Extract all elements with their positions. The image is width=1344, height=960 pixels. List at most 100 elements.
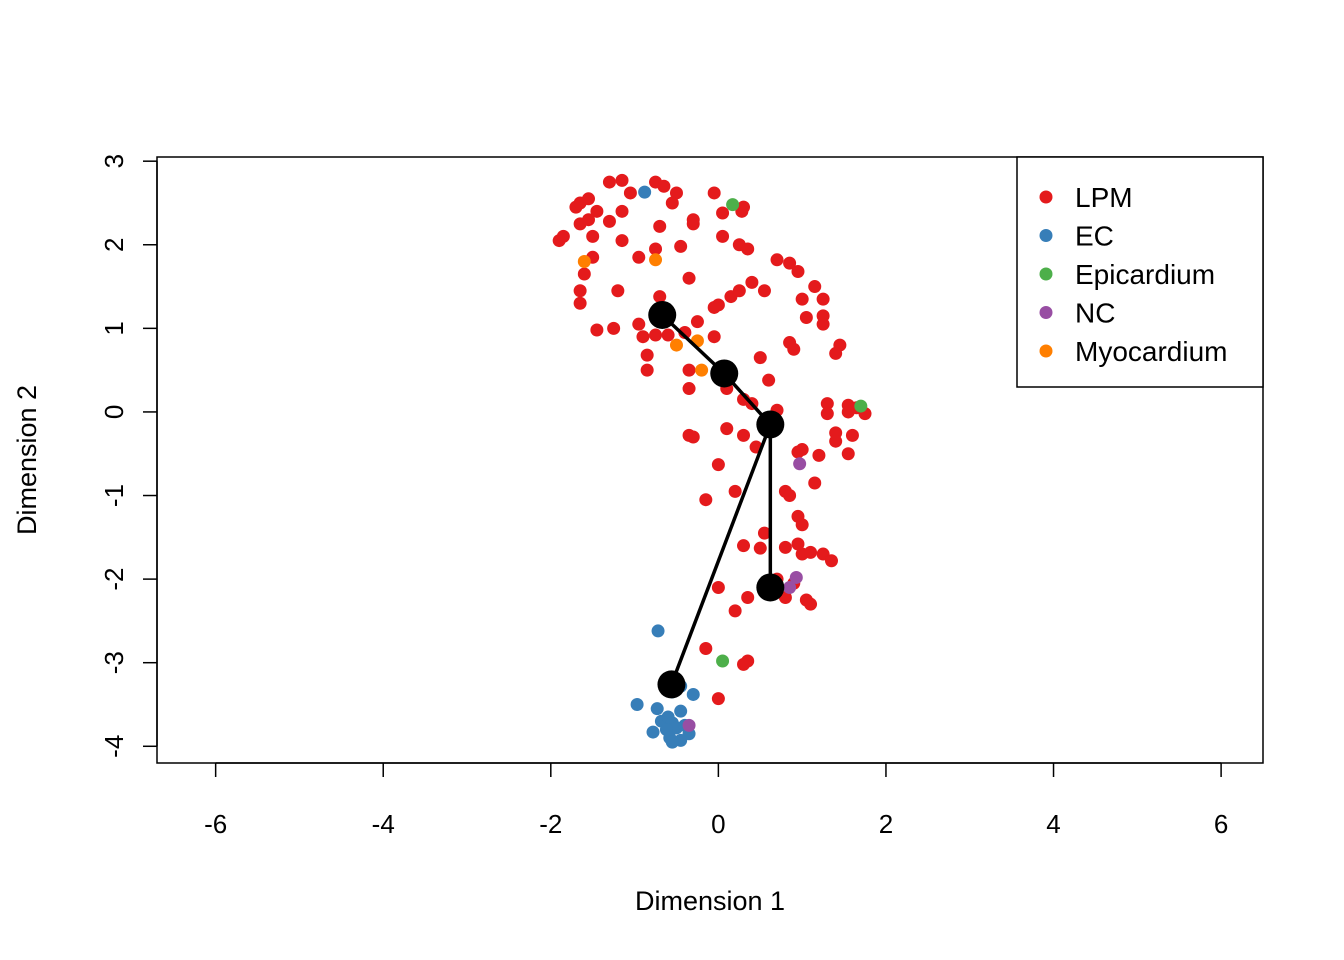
point-lpm xyxy=(623,186,637,200)
point-lpm xyxy=(808,280,822,294)
point-myocardium xyxy=(649,253,663,267)
point-lpm xyxy=(804,545,818,559)
point-lpm xyxy=(711,692,725,706)
point-lpm xyxy=(590,204,604,218)
legend-box xyxy=(1016,156,1264,388)
x-tick-label: 6 xyxy=(1214,809,1228,839)
point-ec xyxy=(646,725,660,739)
point-lpm xyxy=(795,443,809,457)
point-ec xyxy=(665,735,679,749)
point-lpm xyxy=(728,604,742,618)
x-tick-label: -6 xyxy=(204,809,227,839)
point-lpm xyxy=(686,430,700,444)
point-myocardium xyxy=(577,254,591,268)
trajectory xyxy=(648,300,785,699)
point-lpm xyxy=(699,641,713,655)
y-tick-label: 3 xyxy=(99,154,129,168)
trajectory-node xyxy=(756,573,785,602)
y-tick-label: 1 xyxy=(99,321,129,335)
point-lpm xyxy=(640,348,654,362)
point-lpm xyxy=(737,539,751,553)
point-lpm xyxy=(716,229,730,243)
point-lpm xyxy=(757,284,771,298)
point-lpm xyxy=(762,373,776,387)
point-lpm xyxy=(741,242,755,256)
point-lpm xyxy=(824,554,838,568)
point-lpm xyxy=(737,428,751,442)
point-lpm xyxy=(556,229,570,243)
point-nc xyxy=(789,570,803,584)
point-lpm xyxy=(732,284,746,298)
x-tick-label: 2 xyxy=(879,809,893,839)
point-lpm xyxy=(816,292,830,306)
point-lpm xyxy=(795,518,809,532)
legend: LPM EC Epicardium NC Myocardium xyxy=(1016,156,1264,388)
point-lpm xyxy=(690,315,704,329)
legend-marker-lpm xyxy=(1039,190,1053,204)
point-lpm xyxy=(674,239,688,253)
point-lpm xyxy=(640,363,654,377)
y-axis: -4 -3 -2 -1 0 1 2 3 xyxy=(99,154,158,758)
point-lpm xyxy=(757,526,771,540)
point-lpm xyxy=(753,351,767,365)
point-lpm xyxy=(812,448,826,462)
point-lpm xyxy=(602,175,616,189)
point-epicardium xyxy=(854,399,868,413)
point-lpm xyxy=(615,204,629,218)
point-nc xyxy=(783,580,797,594)
point-lpm xyxy=(799,310,813,324)
point-lpm xyxy=(741,590,755,604)
point-lpm xyxy=(678,326,692,340)
point-lpm xyxy=(820,397,834,411)
point-lpm xyxy=(653,219,667,233)
point-lpm xyxy=(816,317,830,331)
legend-marker-ec xyxy=(1039,229,1053,242)
x-tick-label: 0 xyxy=(711,809,725,839)
y-tick-label: 0 xyxy=(99,405,129,419)
point-lpm xyxy=(573,296,587,310)
point-lpm xyxy=(649,242,663,256)
point-lpm xyxy=(829,346,843,360)
point-lpm xyxy=(845,428,859,442)
legend-label-lpm: LPM xyxy=(1075,182,1133,213)
point-lpm xyxy=(707,186,721,200)
point-lpm xyxy=(707,330,721,344)
point-lpm xyxy=(682,271,696,285)
y-tick-label: -4 xyxy=(99,735,129,758)
x-axis: -6 -4 -2 0 2 4 6 xyxy=(204,762,1228,839)
point-myocardium xyxy=(695,363,709,377)
legend-label-epicardium: Epicardium xyxy=(1075,259,1215,290)
point-lpm xyxy=(669,186,683,200)
data-points xyxy=(552,173,872,749)
point-lpm xyxy=(720,422,734,436)
point-lpm xyxy=(711,458,725,472)
x-tick-label: -2 xyxy=(539,809,562,839)
legend-label-myocardium: Myocardium xyxy=(1075,336,1227,367)
point-lpm xyxy=(649,328,663,342)
point-lpm xyxy=(615,173,629,187)
legend-label-nc: NC xyxy=(1075,298,1115,329)
point-ec xyxy=(686,687,700,701)
point-lpm xyxy=(661,328,675,342)
point-lpm xyxy=(770,253,784,267)
point-ec xyxy=(674,704,688,718)
trajectory-edge xyxy=(669,423,772,686)
point-lpm xyxy=(753,541,767,555)
point-epicardium xyxy=(726,198,740,212)
point-lpm xyxy=(632,250,646,264)
point-lpm xyxy=(778,540,792,554)
point-ec xyxy=(638,185,652,199)
point-lpm xyxy=(707,300,721,314)
point-lpm xyxy=(582,192,596,206)
trajectory-edge xyxy=(661,313,726,375)
point-myocardium xyxy=(669,338,683,352)
x-axis-title: Dimension 1 xyxy=(635,886,785,916)
legend-marker-nc xyxy=(1039,306,1053,319)
point-lpm xyxy=(735,204,749,218)
point-ec xyxy=(650,702,664,716)
y-tick-label: 2 xyxy=(99,238,129,252)
y-axis-title: Dimension 2 xyxy=(12,385,42,535)
point-lpm xyxy=(795,292,809,306)
x-tick-label: -4 xyxy=(372,809,395,839)
point-lpm xyxy=(632,317,646,331)
